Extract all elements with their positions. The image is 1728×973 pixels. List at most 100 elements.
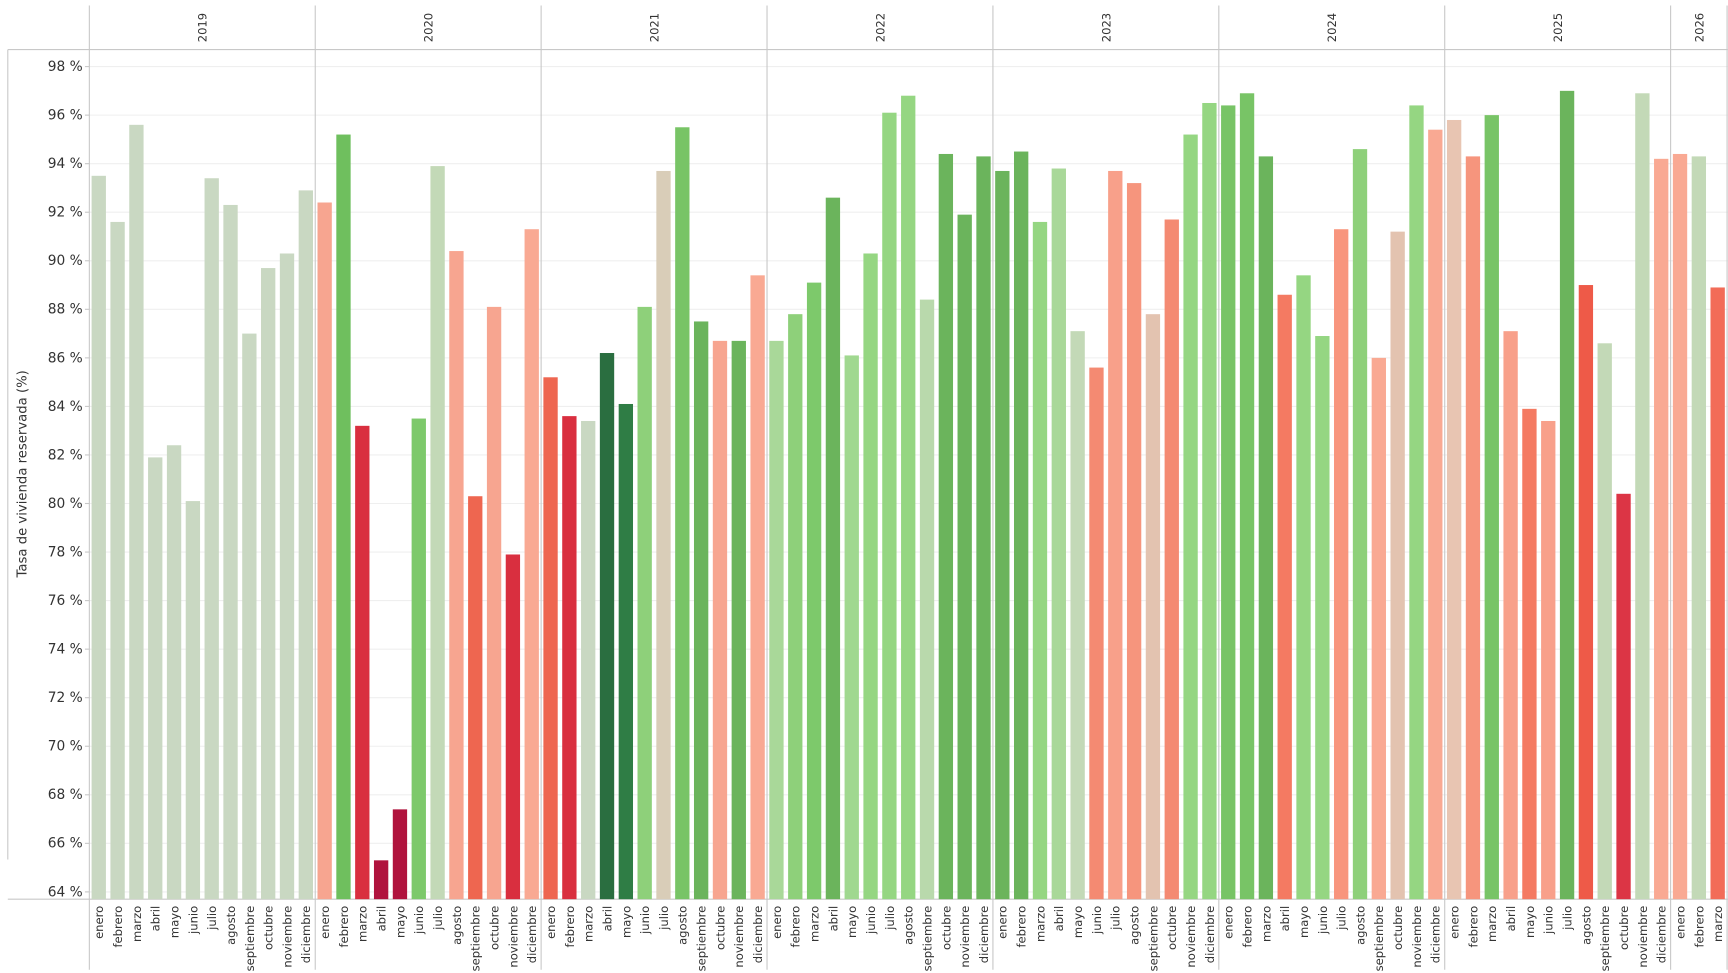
bar [1616, 493, 1631, 900]
bar [919, 299, 935, 900]
bar [1578, 285, 1594, 900]
x-tick-label: noviembre [1636, 906, 1650, 968]
x-tick-label: mayo [845, 906, 859, 938]
x-tick-label: enero [770, 906, 784, 939]
x-tick-label: junio [1316, 906, 1330, 935]
x-tick-label: septiembre [1598, 906, 1612, 972]
year-label: 2024 [1325, 13, 1339, 42]
x-tick-label: junio [864, 906, 878, 935]
bar [976, 156, 991, 900]
x-tick-label: febrero [111, 906, 125, 948]
bar [1352, 149, 1368, 900]
x-tick-label: marzo [807, 906, 821, 942]
bar [581, 420, 596, 900]
bar [1691, 156, 1707, 900]
x-tick-label: abril [375, 906, 389, 932]
bar [1390, 231, 1405, 900]
bar [1522, 408, 1537, 900]
x-tick-label: agosto [902, 906, 916, 945]
x-tick-label: abril [600, 906, 614, 932]
x-tick-label: febrero [1015, 906, 1029, 948]
year-label: 2025 [1551, 13, 1565, 42]
bar [1559, 90, 1575, 900]
x-tick-label: febrero [1692, 906, 1706, 948]
bar [957, 214, 972, 900]
x-tick-label: octubre [939, 906, 953, 950]
bar [298, 190, 313, 900]
year-label: 2021 [647, 13, 661, 42]
x-tick-label: julio [883, 906, 897, 931]
x-tick-label: octubre [487, 906, 501, 950]
bar [242, 333, 257, 900]
bar [1710, 287, 1725, 900]
x-tick-label: mayo [1297, 906, 1311, 938]
bar [261, 268, 276, 900]
bar [788, 314, 803, 900]
x-tick-label: marzo [130, 906, 144, 942]
x-tick-label: julio [657, 906, 671, 931]
bar [844, 355, 859, 900]
y-tick-label: 68 % [48, 787, 83, 803]
bar [336, 134, 351, 900]
x-tick-label: marzo [1033, 906, 1047, 942]
x-tick-label: octubre [1165, 906, 1179, 950]
bar [185, 501, 201, 900]
bar [411, 418, 426, 900]
x-tick-label: enero [318, 906, 332, 939]
bar [1503, 331, 1518, 900]
bar [1635, 93, 1650, 900]
bar [1277, 294, 1292, 900]
bar [355, 425, 370, 900]
x-tick-label: septiembre [695, 906, 709, 972]
x-tick-label: febrero [563, 906, 577, 948]
y-axis-title: Tasa de vivienda reservada (%) [16, 370, 31, 578]
bar [543, 377, 558, 900]
x-tick-label: septiembre [1372, 906, 1386, 972]
x-tick-label: junio [186, 906, 200, 935]
x-tick-label: noviembre [280, 906, 294, 968]
x-tick-label: julio [1335, 906, 1349, 931]
x-tick-label: marzo [356, 906, 370, 942]
x-tick-label: diciembre [751, 906, 765, 963]
bar [505, 554, 521, 900]
x-tick-label: marzo [1485, 906, 1499, 942]
bar [204, 178, 219, 900]
bar [637, 306, 652, 900]
bar [392, 809, 408, 900]
y-tick-label: 74 % [48, 642, 83, 658]
bar [373, 860, 389, 900]
bar [731, 340, 746, 900]
bar [1315, 336, 1330, 900]
bar [1126, 183, 1142, 900]
bar [693, 321, 709, 900]
x-tick-label: septiembre [920, 906, 934, 972]
x-tick-label: diciembre [299, 906, 313, 963]
x-tick-label: junio [1090, 906, 1104, 935]
x-tick-label: agosto [1128, 906, 1142, 945]
x-tick-label: febrero [1466, 906, 1480, 948]
x-tick-label: diciembre [525, 906, 539, 963]
x-tick-label: enero [92, 906, 106, 939]
bar [995, 170, 1010, 900]
bar [1672, 153, 1688, 900]
bar [1296, 275, 1311, 900]
x-tick-label: agosto [450, 906, 464, 945]
y-tick-label: 92 % [48, 205, 83, 221]
x-tick-label: mayo [167, 906, 181, 938]
bar [562, 416, 577, 900]
x-tick-label: enero [1448, 906, 1462, 939]
bar [769, 340, 784, 900]
x-tick-label: febrero [337, 906, 351, 948]
x-tick-label: noviembre [732, 906, 746, 968]
x-tick-label: noviembre [1184, 906, 1198, 968]
y-tick-label: 78 % [48, 544, 83, 560]
y-tick-label: 72 % [48, 690, 83, 706]
x-tick-label: febrero [789, 906, 803, 948]
x-tick-label: mayo [1523, 906, 1537, 938]
bar [1202, 102, 1217, 900]
x-tick-label: enero [1222, 906, 1236, 939]
bar [1654, 158, 1669, 900]
bar [806, 282, 822, 900]
year-label: 2019 [196, 13, 210, 42]
